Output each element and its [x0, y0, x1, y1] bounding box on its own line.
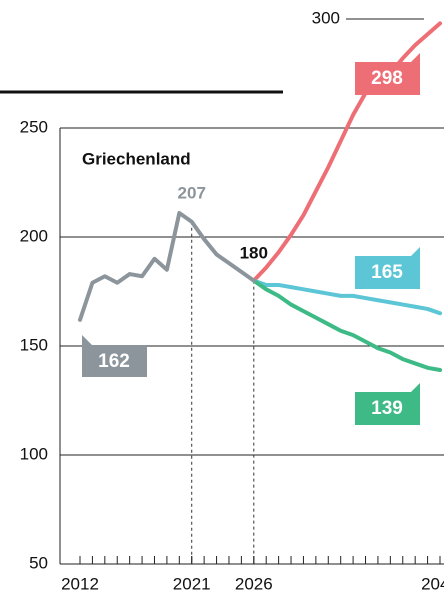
chart-title: Griechenland [82, 149, 191, 168]
value-label: 165 [355, 247, 420, 289]
series-line [251, 21, 442, 283]
y-tick-label: 50 [29, 553, 48, 572]
x-tick-label: 2012 [61, 574, 99, 593]
series-line [251, 278, 442, 316]
value-label: 207 [178, 183, 206, 202]
label-text: 298 [371, 68, 403, 89]
y-tick-label: 150 [20, 335, 48, 354]
y-tick-label: 250 [20, 117, 48, 136]
value-label: 180 [240, 243, 268, 262]
series-line [251, 278, 442, 372]
series-line [78, 211, 256, 322]
x-tick-label: 2021 [173, 574, 211, 593]
label-box [355, 53, 420, 95]
y-tick-label: 100 [20, 444, 48, 463]
label-box [355, 383, 420, 425]
label-text: 165 [371, 262, 403, 283]
value-label: 298 [355, 53, 420, 95]
label-text: 162 [98, 351, 130, 372]
label-text: 139 [371, 398, 403, 419]
y-tick-label: 300 [312, 8, 340, 27]
y-tick-label: 200 [20, 226, 48, 245]
x-tick-label: 2041 [421, 574, 444, 593]
label-box [82, 335, 147, 377]
x-tick-label: 2026 [235, 574, 273, 593]
value-label: 139 [355, 383, 420, 425]
value-label: 162 [82, 335, 147, 377]
label-box [355, 247, 420, 289]
